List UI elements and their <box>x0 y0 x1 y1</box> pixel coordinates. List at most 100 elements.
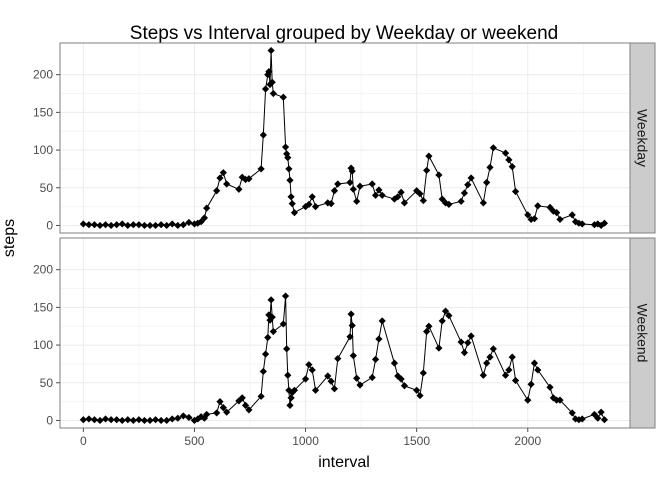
data-point <box>327 199 335 208</box>
data-point <box>416 190 424 198</box>
data-point <box>524 211 532 219</box>
data-point <box>419 196 427 205</box>
data-point <box>235 185 243 193</box>
data-point <box>200 214 209 222</box>
data-point <box>79 220 87 228</box>
facet-panel-weekday: Weekday 0 50 100 150 200 <box>33 42 656 234</box>
x-tick-label: 0 <box>80 434 87 448</box>
data-point <box>267 46 275 55</box>
data-point <box>269 327 277 336</box>
data-point <box>464 181 472 189</box>
data-point <box>334 180 342 188</box>
data-point <box>288 199 296 208</box>
data-point <box>505 366 513 374</box>
data-point <box>168 415 176 423</box>
data-point <box>129 221 137 229</box>
data-point <box>90 221 99 229</box>
data-point <box>290 386 299 394</box>
data-point <box>311 386 320 394</box>
data-point <box>534 202 542 210</box>
data-point <box>223 180 231 188</box>
data-point <box>269 89 277 98</box>
data-point <box>308 193 316 201</box>
data-point <box>464 339 472 347</box>
data-point <box>265 311 273 319</box>
data-point <box>511 187 520 196</box>
data-point <box>527 380 535 388</box>
data-point <box>438 317 446 325</box>
data-point <box>467 174 475 182</box>
data-point <box>349 352 357 360</box>
data-point <box>445 312 453 320</box>
data-point <box>416 391 424 400</box>
x-tick-label: 1000 <box>292 434 319 448</box>
data-point <box>356 381 364 389</box>
data-point <box>135 221 143 229</box>
data-point <box>508 353 516 361</box>
data-point <box>441 307 450 315</box>
data-point <box>283 150 291 158</box>
data-point <box>285 165 293 173</box>
data-point <box>203 410 211 419</box>
data-point <box>85 415 93 423</box>
data-point <box>556 215 564 224</box>
data-point <box>268 313 276 321</box>
data-point <box>311 203 320 211</box>
data-point <box>578 220 586 228</box>
data-point <box>223 408 231 416</box>
data-point <box>378 191 386 199</box>
data-point <box>597 408 605 416</box>
y-tick-label: 200 <box>33 68 53 82</box>
data-point <box>394 193 402 201</box>
data-point <box>284 371 292 379</box>
data-point <box>330 385 339 393</box>
data-point <box>135 416 143 424</box>
data-point <box>261 85 270 93</box>
data-point <box>483 178 491 187</box>
data-point <box>287 193 295 201</box>
data-point <box>524 396 532 404</box>
data-point <box>287 394 295 402</box>
data-point <box>213 409 221 417</box>
data-point <box>185 218 193 227</box>
data-point <box>467 332 475 340</box>
data-point <box>101 221 110 229</box>
data-point <box>546 383 554 391</box>
data-point <box>594 220 602 228</box>
data-point <box>378 317 386 325</box>
facet-strip-label: Weekend <box>635 304 651 363</box>
y-tick-label: 150 <box>33 300 53 314</box>
data-point <box>151 416 160 424</box>
data-point <box>549 207 557 215</box>
y-tick-label: 150 <box>33 105 53 119</box>
data-point <box>353 374 361 382</box>
data-point <box>486 353 494 361</box>
y-tick-label: 100 <box>33 143 53 157</box>
data-point <box>200 414 209 422</box>
data-point <box>190 416 199 425</box>
data-point <box>174 221 182 230</box>
data-point <box>151 221 160 230</box>
data-point <box>435 171 443 179</box>
data-point <box>163 221 171 230</box>
data-point <box>348 167 356 175</box>
data-point <box>349 185 357 193</box>
data-point <box>268 78 276 86</box>
x-tick-label: 1500 <box>403 434 430 448</box>
y-axis-title: steps <box>1 219 18 257</box>
data-point <box>445 200 453 208</box>
data-point <box>124 416 132 424</box>
data-point <box>457 197 465 205</box>
data-point <box>308 366 316 374</box>
data-point <box>286 176 294 184</box>
data-point <box>259 131 267 139</box>
data-point <box>290 209 299 217</box>
data-point <box>107 416 115 424</box>
data-point <box>305 200 313 208</box>
data-point <box>571 415 580 423</box>
data-point <box>549 394 557 402</box>
data-point <box>356 182 364 190</box>
data-point <box>371 191 380 199</box>
data-point <box>163 416 171 425</box>
